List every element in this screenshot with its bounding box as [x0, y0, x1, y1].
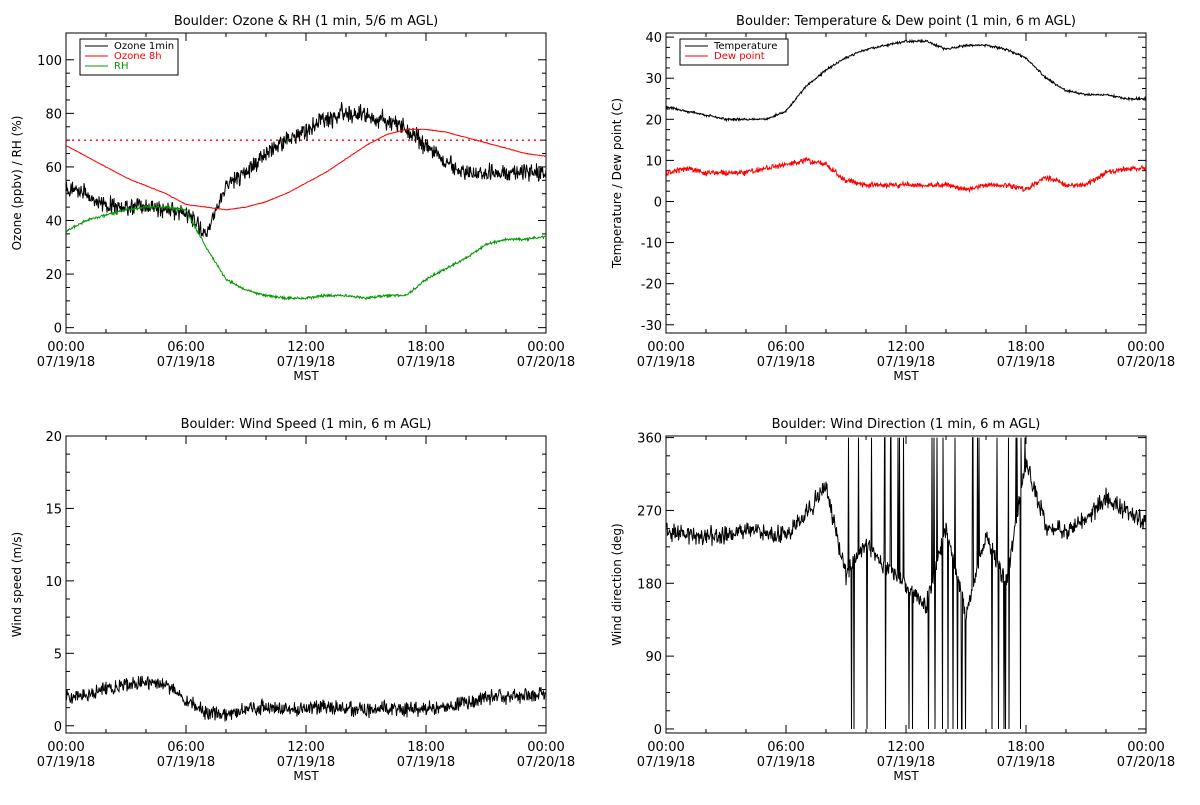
x-tick-time-label: 12:00 — [287, 340, 324, 355]
x-tick-time-label: 06:00 — [167, 340, 204, 355]
temp-dewpoint-title: Boulder: Temperature & Dew point (1 min,… — [736, 14, 1076, 29]
temp-dewpoint-plot-frame — [665, 32, 1147, 334]
wind-speed-chart: Boulder: Wind Speed (1 min, 6 m AGL) 0 5 10… — [10, 417, 575, 783]
y-tick-label: 20 — [45, 430, 62, 445]
x-tick-time-label: 00:00 — [527, 340, 564, 355]
legend-entry-label: Dew point — [714, 51, 765, 62]
x-tick-date-label: 07/19/18 — [397, 355, 455, 370]
x-tick-time-label: 00:00 — [47, 340, 84, 355]
x-tick-time-label: 00:00 — [1127, 340, 1164, 355]
ozone-rh-series-line-3 — [66, 204, 546, 301]
x-tick-date-label: 07/20/18 — [1117, 355, 1175, 370]
x-tick-time-label: 00:00 — [47, 740, 84, 755]
wind-direction-x-axis-title: MST — [893, 769, 919, 783]
legend-entry-label: Ozone 1min — [114, 41, 174, 52]
y-tick-label: -20 — [641, 278, 662, 293]
y-tick-label: 30 — [645, 72, 662, 87]
ozone-rh-y-axis-title: Ozone (ppbv) / RH (%) — [10, 116, 24, 251]
temp-dewpoint-series-line-1 — [666, 38, 1146, 123]
temp-dewpoint-legend — [679, 38, 789, 66]
y-tick-label: 360 — [637, 432, 662, 447]
x-tick-date-label: 07/19/18 — [277, 355, 335, 370]
y-tick-label: 0 — [54, 720, 62, 735]
x-tick-time-label: 00:00 — [647, 340, 684, 355]
ozone-rh-series-line-1 — [66, 102, 546, 238]
ozone-rh-legend — [79, 38, 179, 76]
x-tick-date-label: 07/19/18 — [37, 355, 95, 370]
wind-direction-y-axis-title: Wind direction (deg) — [610, 523, 624, 645]
y-tick-label: -30 — [641, 319, 662, 334]
y-tick-label: -10 — [641, 237, 662, 252]
x-tick-time-label: 18:00 — [1007, 340, 1044, 355]
wind-speed-x-axis-title: MST — [293, 769, 319, 783]
x-tick-time-label: 06:00 — [767, 340, 804, 355]
x-tick-date-label: 07/19/18 — [877, 355, 935, 370]
wind-speed-title: Boulder: Wind Speed (1 min, 6 m AGL) — [181, 417, 432, 432]
y-tick-label: 5 — [54, 647, 62, 662]
x-tick-date-label: 07/19/18 — [157, 755, 215, 770]
x-tick-date-label: 07/19/18 — [157, 355, 215, 370]
legend-entry-label: RH — [114, 61, 128, 72]
x-tick-date-label: 07/19/18 — [997, 755, 1055, 770]
x-tick-time-label: 12:00 — [887, 740, 924, 755]
temp-dewpoint-chart: Boulder: Temperature & Dew point (1 min,… — [610, 14, 1175, 383]
y-tick-label: 270 — [637, 504, 662, 519]
x-tick-time-label: 00:00 — [527, 740, 564, 755]
x-tick-date-label: 07/19/18 — [997, 355, 1055, 370]
x-tick-date-label: 07/19/18 — [637, 755, 695, 770]
ozone-rh-series-line-2 — [66, 128, 546, 211]
y-tick-label: 40 — [645, 31, 662, 46]
y-tick-label: 60 — [45, 161, 62, 176]
temp-dewpoint-x-axis-title: MST — [893, 369, 919, 383]
y-tick-label: 20 — [645, 113, 662, 128]
x-tick-time-label: 18:00 — [407, 740, 444, 755]
x-tick-date-label: 07/19/18 — [397, 755, 455, 770]
temp-dewpoint-y-axis-title: Temperature / Dew point (C) — [610, 98, 624, 269]
x-tick-date-label: 07/20/18 — [1117, 755, 1175, 770]
ozone-rh-x-axis-title: MST — [293, 369, 319, 383]
x-tick-date-label: 07/20/18 — [517, 355, 575, 370]
temp-dewpoint-series-line-2 — [666, 156, 1146, 194]
wind-direction-series-line-1 — [666, 437, 1146, 730]
x-tick-time-label: 06:00 — [167, 740, 204, 755]
wind-direction-title: Boulder: Wind Direction (1 min, 6 m AGL) — [772, 417, 1041, 432]
x-tick-date-label: 07/19/18 — [277, 755, 335, 770]
y-tick-label: 10 — [645, 154, 662, 169]
x-tick-time-label: 00:00 — [1127, 740, 1164, 755]
legend-entry-label: Temperature — [713, 41, 777, 52]
wind-speed-series-line-1 — [66, 675, 546, 722]
legend-entry-label: Ozone 8h — [114, 51, 162, 62]
y-tick-label: 0 — [654, 723, 662, 738]
y-tick-label: 90 — [645, 650, 662, 665]
x-tick-date-label: 07/19/18 — [637, 355, 695, 370]
y-tick-label: 40 — [45, 215, 62, 230]
ozone-rh-title: Boulder: Ozone & RH (1 min, 5/6 m AGL) — [174, 14, 438, 29]
y-tick-label: 15 — [45, 502, 62, 517]
x-tick-time-label: 06:00 — [767, 740, 804, 755]
wind-speed-y-axis-title: Wind speed (m/s) — [10, 532, 24, 637]
ozone-rh-chart: Boulder: Ozone & RH (1 min, 5/6 m AGL) 0 2… — [10, 14, 575, 383]
x-tick-time-label: 18:00 — [1007, 740, 1044, 755]
y-tick-label: 80 — [45, 107, 62, 122]
y-tick-label: 20 — [45, 268, 62, 283]
x-tick-date-label: 07/19/18 — [37, 755, 95, 770]
x-tick-time-label: 00:00 — [647, 740, 684, 755]
x-tick-time-label: 18:00 — [407, 340, 444, 355]
x-tick-time-label: 12:00 — [287, 740, 324, 755]
x-tick-date-label: 07/19/18 — [757, 355, 815, 370]
y-tick-label: 0 — [54, 322, 62, 337]
x-tick-date-label: 07/20/18 — [517, 755, 575, 770]
y-tick-label: 0 — [654, 195, 662, 210]
x-tick-date-label: 07/19/18 — [877, 755, 935, 770]
y-tick-label: 180 — [637, 577, 662, 592]
y-tick-label: 100 — [37, 54, 62, 69]
wind-direction-chart: Boulder: Wind Direction (1 min, 6 m AGL)… — [610, 417, 1175, 783]
y-tick-label: 10 — [45, 575, 62, 590]
x-tick-date-label: 07/19/18 — [757, 755, 815, 770]
x-tick-time-label: 12:00 — [887, 340, 924, 355]
